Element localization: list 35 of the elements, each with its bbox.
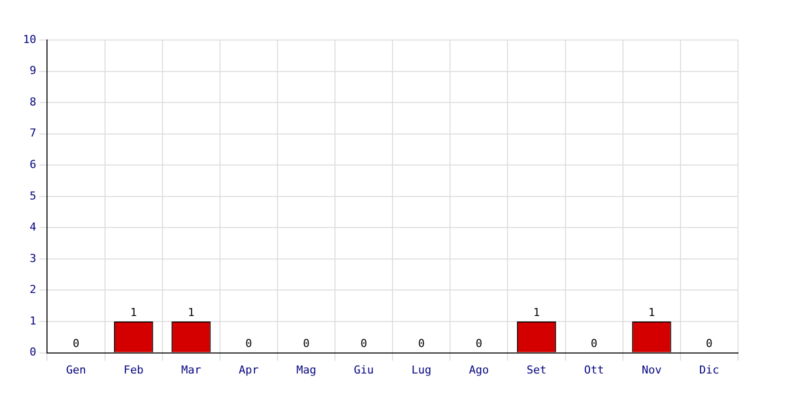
y-tick-label: 5 [30,189,36,202]
x-tick-label: Apr [238,363,260,376]
data-label: 1 [648,306,655,319]
data-label: 1 [130,306,137,319]
y-tick-label: 8 [30,95,36,108]
y-tick-label: 10 [22,32,36,46]
y-tick-label: 3 [30,252,36,265]
y-tick-label: 4 [30,220,37,234]
x-tick-label: Mar [181,363,202,376]
data-label: 1 [533,306,540,319]
x-tick-label: Giu [354,363,374,376]
x-tick-label: Ott [584,363,604,376]
x-tick-label: Ago [469,363,489,376]
x-tick-label: Nov [642,363,662,376]
x-tick-label: Set [526,363,546,376]
x-tick-label: Dic [699,363,720,376]
data-label: 0 [72,337,80,350]
y-tick-label: 1 [30,314,36,328]
data-label: 0 [706,337,713,350]
x-tick-label: Mag [296,363,316,376]
x-tick-label: Gen [66,363,86,376]
data-label: 0 [590,337,598,350]
data-label: 0 [245,337,252,350]
data-label: 0 [302,337,310,350]
data-label: 1 [188,306,194,319]
x-tick-label: Lug [411,363,432,376]
y-tick-label: 0 [30,346,36,359]
y-tick-label: 7 [30,126,36,140]
x-tick-label: Feb [124,363,144,376]
data-label: 0 [476,337,482,350]
data-label: 0 [418,337,425,350]
y-tick-label: 2 [30,283,36,296]
y-tick-label: 6 [30,158,36,171]
y-tick-label: 9 [30,64,36,78]
data-label: 0 [360,337,368,350]
